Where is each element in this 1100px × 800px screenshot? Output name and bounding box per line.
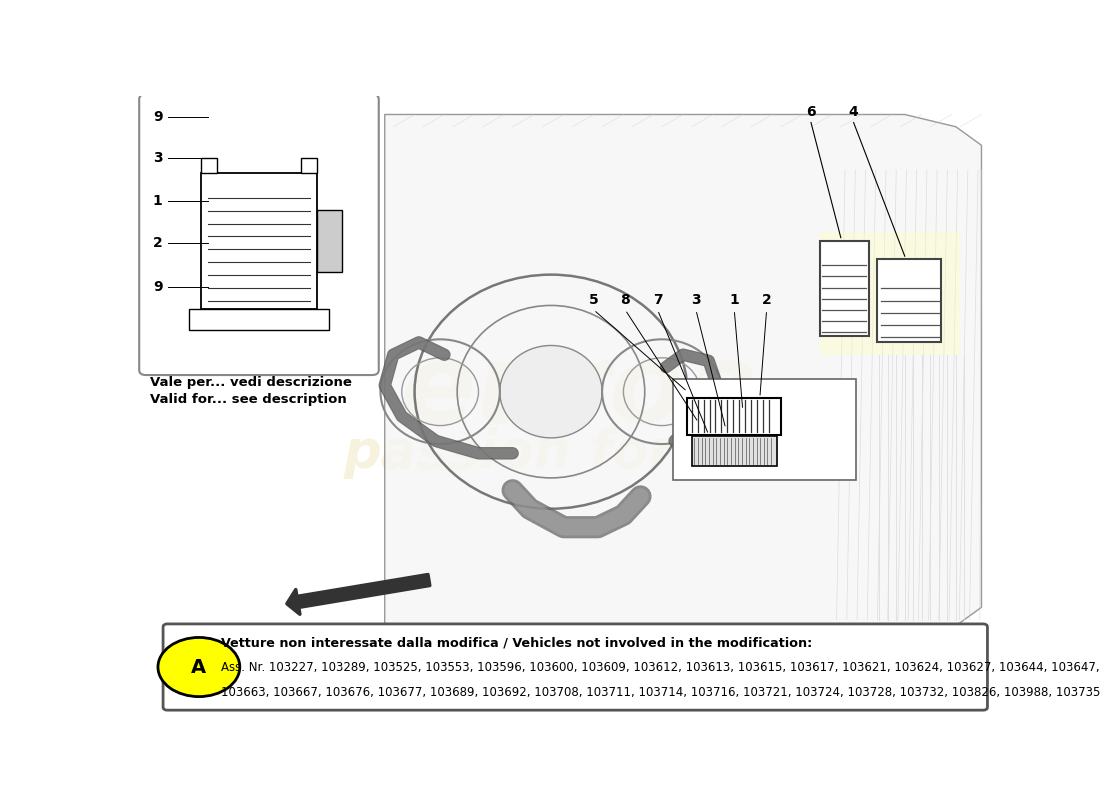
Bar [820,241,869,336]
Text: 2: 2 [153,236,163,250]
Bar [673,379,856,480]
FancyBboxPatch shape [201,158,217,173]
FancyBboxPatch shape [317,210,342,271]
FancyBboxPatch shape [189,309,329,330]
Text: passion for cars: passion for cars [343,427,818,479]
Text: 4: 4 [849,106,858,119]
FancyBboxPatch shape [163,624,988,710]
Text: 1: 1 [729,293,739,306]
Text: Vale per... vedi descrizione
Valid for... see description: Vale per... vedi descrizione Valid for..… [151,376,352,406]
Bar [820,231,960,354]
Bar [676,384,851,475]
FancyBboxPatch shape [201,173,317,309]
FancyBboxPatch shape [140,94,378,375]
Text: 9: 9 [153,280,163,294]
Bar [878,259,942,342]
Text: 3: 3 [691,293,701,306]
Circle shape [158,638,240,697]
Bar [688,398,781,435]
Text: 6: 6 [806,106,816,119]
Text: 8: 8 [620,293,630,306]
Text: 5: 5 [588,293,598,306]
Text: 1: 1 [153,194,163,208]
Text: euroa: euroa [400,338,761,445]
Text: 3: 3 [153,150,163,165]
Ellipse shape [499,346,602,438]
Text: 9: 9 [153,110,163,124]
Text: A: A [191,658,207,677]
Text: Vetture non interessate dalla modifica / Vehicles not involved in the modificati: Vetture non interessate dalla modifica /… [221,637,812,650]
Bar [692,436,777,466]
FancyBboxPatch shape [301,158,317,173]
Text: 2: 2 [762,293,771,306]
Text: 7: 7 [652,293,662,306]
Text: 103663, 103667, 103676, 103677, 103689, 103692, 103708, 103711, 103714, 103716, : 103663, 103667, 103676, 103677, 103689, … [221,686,1100,698]
Text: Ass. Nr. 103227, 103289, 103525, 103553, 103596, 103600, 103609, 103612, 103613,: Ass. Nr. 103227, 103289, 103525, 103553,… [221,662,1100,674]
Polygon shape [385,114,981,626]
